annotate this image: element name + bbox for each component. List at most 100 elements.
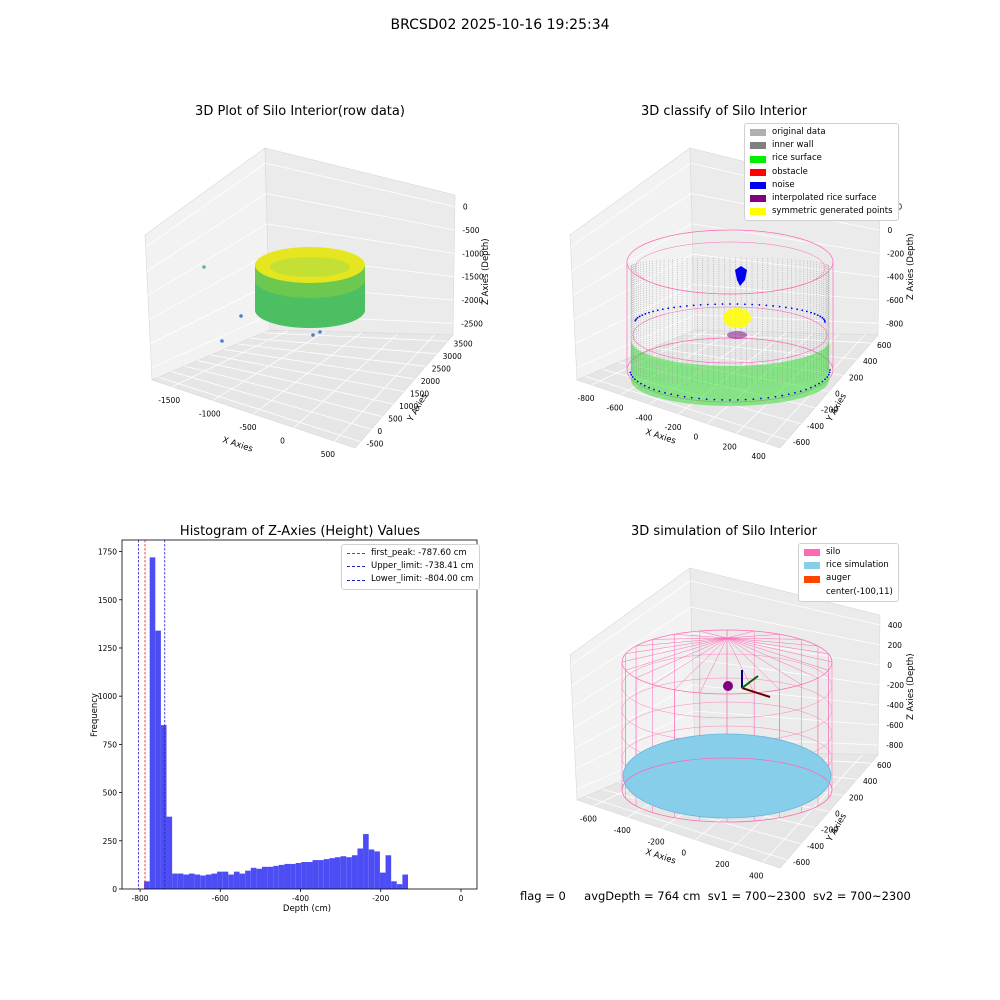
histogram-bar [222,871,229,889]
legend-label: center(-100,11) [826,586,893,597]
histogram-bar [261,866,268,889]
flag-value: flag = 0 [520,889,566,903]
x-tick-label: -1000 [199,409,221,418]
legend-swatch [804,549,820,557]
legend-label: rice simulation [826,560,889,571]
y-tick-label: 1000 [98,692,117,701]
histogram-bar [379,872,386,889]
panel4-silo-simulation [621,629,833,823]
panel1-data-cloud [202,247,365,343]
panel1-axes-panes [144,147,456,449]
panel3-title: Histogram of Z-Axies (Height) Values [179,524,421,539]
histogram-bar [233,871,240,889]
legend-entry: noise [750,179,893,192]
histogram-bar [318,860,324,889]
histogram-bar [278,864,285,889]
z-tick-label: 0 [887,661,892,670]
histogram-bar [194,874,201,889]
x-tick-label: -200 [665,423,682,432]
x-tick-label: 500 [321,450,336,459]
y-tick-label: 0 [377,427,382,436]
legend-entry: rice surface [750,152,893,165]
panel1-zlabel: Z Axies (Depth) [481,238,491,305]
histogram-bar [346,857,352,889]
histogram-bar [323,859,330,889]
legend-swatch [750,168,766,176]
y-tick-label: -500 [366,440,383,449]
panel2-title: 3D classify of Silo Interior [640,104,808,119]
panel4-ticks: -600 -400 -200 0 200 400 -600 -400 -200 0 200 400 60… [580,621,904,880]
legend-label: original data [772,127,826,137]
histogram-bar [188,873,195,889]
x-tick-label: 0 [459,894,464,903]
y-tick-label: 1250 [98,644,117,653]
legend-line [347,566,365,568]
x-tick-label: 200 [715,860,730,869]
histogram-bar [374,851,380,889]
x-tick-label: -400 [636,413,653,422]
panel1-xlabel: X Axies [221,435,254,454]
sv1-value: sv1 = 700~2300 [707,889,806,903]
histogram-bar [166,816,173,889]
z-tick-label: -800 [886,319,903,328]
histogram-bar [217,871,223,889]
panel4-auger [723,670,771,698]
legend-entry: interpolated rice surface [750,192,893,205]
y-tick-label: 2000 [421,377,440,386]
panel3-vlines [138,540,166,889]
histogram-bar [295,862,302,889]
panel4-title: 3D simulation of Silo Interior [631,524,817,539]
y-tick-label: 3000 [443,352,462,361]
legend-swatch [750,195,766,203]
avg-depth-value: avgDepth = 764 cm [584,889,701,903]
panel1-title: 3D Plot of Silo Interior(row data) [195,104,405,119]
x-tick-label: -500 [240,423,257,432]
legend-label: auger [826,573,851,584]
panel2-zlabel: Z Axies (Depth) [906,233,916,300]
y-tick-label: -600 [793,438,810,447]
z-tick-label: -200 [887,249,904,258]
x-tick-label: -800 [132,894,149,903]
histogram-bar [256,868,262,889]
panel2-silo-cylinder [626,229,834,406]
y-tick-label: -400 [807,842,824,851]
panel4-3d-simulation-plot: -600 -400 -200 0 200 400 -600 -400 -200 0 200 400 60… [569,567,916,880]
histogram-bar [363,834,369,889]
panel2-legend: original data inner wall rice surface obsta… [744,123,899,222]
histogram-bar [402,874,409,889]
x-tick-label: -800 [578,394,595,403]
histogram-bar [245,870,251,889]
status-footer: flag = 0 avgDepth = 764 cm sv1 = 700~230… [520,889,911,903]
histogram-bar [155,630,161,889]
x-tick-label: 0 [694,433,699,442]
x-tick-label: 200 [723,442,738,451]
x-tick-label: -600 [607,404,624,413]
legend-line [347,553,365,555]
y-tick-label: 250 [103,837,118,846]
y-tick-label: -200 [821,826,838,835]
legend-label: first_peak: -787.60 cm [371,548,467,558]
histogram-bar [385,855,392,889]
y-tick-label: 750 [103,740,118,749]
histogram-bar [391,881,397,889]
y-tick-label: 1750 [98,548,117,557]
y-tick-label: 200 [849,793,864,802]
x-tick-label: -400 [614,826,631,835]
histogram-bar [177,873,184,889]
z-tick-label: -400 [887,701,904,710]
z-tick-label: -600 [886,721,903,730]
histogram-bar [200,875,206,889]
histogram-bar [284,863,291,889]
z-tick-label: -1000 [462,249,484,258]
histogram-bar [335,857,341,889]
legend-swatch [804,562,820,570]
y-tick-label: -200 [821,406,838,415]
y-tick-label: 500 [103,789,118,798]
histogram-bar [357,848,364,889]
z-tick-label: -800 [886,741,903,750]
z-tick-label: -1500 [462,273,484,282]
y-tick-label: 600 [877,341,892,350]
x-tick-label: 0 [681,849,686,858]
legend-swatch [804,575,820,583]
legend-label: Upper_limit: -738.41 cm [371,561,474,572]
